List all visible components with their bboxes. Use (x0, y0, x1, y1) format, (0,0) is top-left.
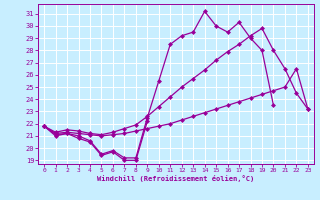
X-axis label: Windchill (Refroidissement éolien,°C): Windchill (Refroidissement éolien,°C) (97, 175, 255, 182)
